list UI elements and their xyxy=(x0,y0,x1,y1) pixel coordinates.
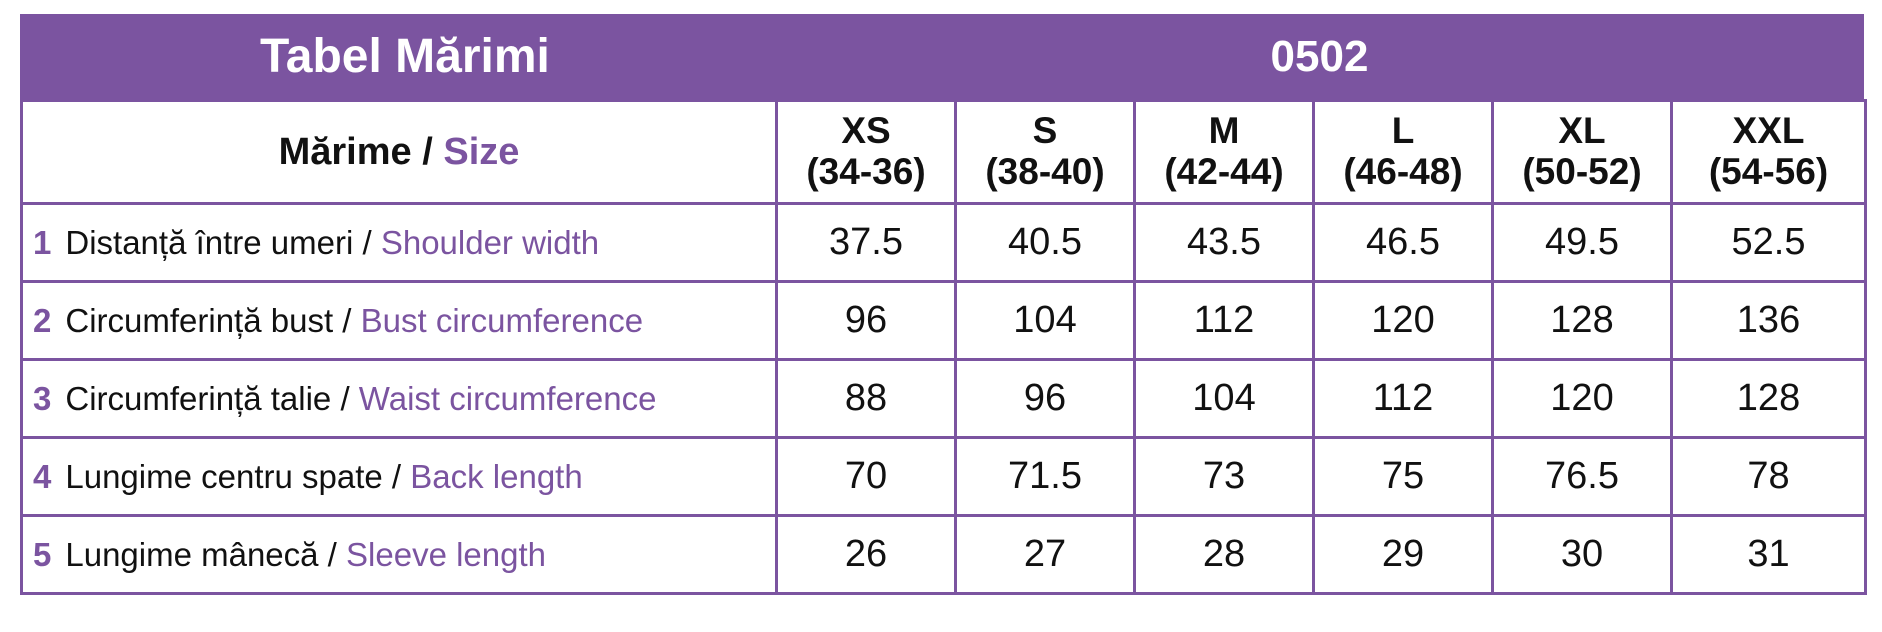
table-cell: 27 xyxy=(954,514,1136,595)
table-cell: 46.5 xyxy=(1312,202,1494,283)
size-label-cell: Mărime / Size xyxy=(20,99,778,205)
table-row: 2 Circumferință bust / Bust circumference… xyxy=(20,280,1867,361)
size-column-header: XXL (54-56) xyxy=(1670,99,1867,205)
size-name: XXL xyxy=(1732,110,1805,152)
table-cell: 104 xyxy=(1133,358,1315,439)
table-cell: 128 xyxy=(1670,358,1867,439)
table-row: 1 Distanță între umeri / Shoulder width 3… xyxy=(20,202,1867,283)
table-cell: 31 xyxy=(1670,514,1867,595)
row-label-ro: Lungime mânecă xyxy=(65,535,319,573)
table-cell: 78 xyxy=(1670,436,1867,517)
row-number: 5 xyxy=(33,535,52,573)
table-cell: 96 xyxy=(775,280,957,361)
size-header-row: Mărime / Size XS (34-36) S (38-40) M (42-44… xyxy=(20,99,1867,205)
table-cell: 26 xyxy=(775,514,957,595)
size-name: S xyxy=(1032,110,1058,152)
row-number: 3 xyxy=(33,379,52,417)
row-label-ro: Distanță între umeri xyxy=(65,223,354,261)
table-cell: 71.5 xyxy=(954,436,1136,517)
row-label: 4 Lungime centru spate / Back length xyxy=(20,436,778,517)
size-name: XL xyxy=(1558,110,1606,152)
size-column-header: L (46-48) xyxy=(1312,99,1494,205)
table-header-bar: Tabel Mărimi 0502 xyxy=(20,14,1864,99)
table-cell: 112 xyxy=(1312,358,1494,439)
size-range: (38-40) xyxy=(985,151,1105,192)
table-row: 4 Lungime centru spate / Back length 70 7… xyxy=(20,436,1867,517)
row-label-sep: / xyxy=(382,457,411,495)
table-cell: 30 xyxy=(1491,514,1673,595)
size-chart: Tabel Mărimi 0502 Mărime / Size XS (34-36… xyxy=(20,14,1867,595)
table-cell: 120 xyxy=(1312,280,1494,361)
size-column-header: XS (34-36) xyxy=(775,99,957,205)
table-cell: 29 xyxy=(1312,514,1494,595)
row-label-sep: / xyxy=(333,301,361,339)
size-range: (34-36) xyxy=(806,151,926,192)
table-cell: 75 xyxy=(1312,436,1494,517)
table-cell: 49.5 xyxy=(1491,202,1673,283)
size-name: L xyxy=(1391,110,1415,152)
table-cell: 37.5 xyxy=(775,202,957,283)
table-cell: 88 xyxy=(775,358,957,439)
table-cell: 96 xyxy=(954,358,1136,439)
size-range: (46-48) xyxy=(1343,151,1463,192)
table-cell: 28 xyxy=(1133,514,1315,595)
row-number: 4 xyxy=(33,457,52,495)
row-label-sep: / xyxy=(331,379,359,417)
row-label-en: Shoulder width xyxy=(380,223,600,261)
row-label-ro: Lungime centru spate xyxy=(65,457,383,495)
size-range: (42-44) xyxy=(1164,151,1284,192)
table-cell: 104 xyxy=(954,280,1136,361)
row-label-sep: / xyxy=(353,223,381,261)
size-label-ro: Mărime xyxy=(278,130,412,173)
row-number: 1 xyxy=(33,223,52,261)
table-cell: 40.5 xyxy=(954,202,1136,283)
table-cell: 120 xyxy=(1491,358,1673,439)
row-label: 1 Distanță între umeri / Shoulder width xyxy=(20,202,778,283)
size-label-en: Size xyxy=(443,130,520,173)
size-column-header: S (38-40) xyxy=(954,99,1136,205)
table-cell: 43.5 xyxy=(1133,202,1315,283)
table-cell: 136 xyxy=(1670,280,1867,361)
table-row: 3 Circumferință talie / Waist circumferen… xyxy=(20,358,1867,439)
size-name: M xyxy=(1208,110,1240,152)
table-title: Tabel Mărimi xyxy=(260,30,550,83)
row-label-sep: / xyxy=(318,535,347,573)
table-cell: 76.5 xyxy=(1491,436,1673,517)
table-cell: 52.5 xyxy=(1670,202,1867,283)
row-label-en: Sleeve length xyxy=(346,535,547,573)
row-number: 2 xyxy=(33,301,52,339)
size-table: Mărime / Size XS (34-36) S (38-40) M (42-44… xyxy=(20,99,1867,595)
size-column-header: XL (50-52) xyxy=(1491,99,1673,205)
row-label: 2 Circumferință bust / Bust circumference xyxy=(20,280,778,361)
size-label-sep: / xyxy=(411,130,444,173)
row-label: 5 Lungime mânecă / Sleeve length xyxy=(20,514,778,595)
row-label-en: Waist circumference xyxy=(358,379,657,417)
row-label-en: Bust circumference xyxy=(360,301,644,339)
table-row: 5 Lungime mânecă / Sleeve length 26 27 28… xyxy=(20,514,1867,595)
row-label: 3 Circumferință talie / Waist circumferen… xyxy=(20,358,778,439)
size-range: (50-52) xyxy=(1522,151,1642,192)
product-code: 0502 xyxy=(1270,32,1369,81)
size-range: (54-56) xyxy=(1708,151,1829,192)
table-cell: 70 xyxy=(775,436,957,517)
size-name: XS xyxy=(841,110,891,152)
table-cell: 73 xyxy=(1133,436,1315,517)
row-label-ro: Circumferință bust xyxy=(65,301,334,339)
size-column-header: M (42-44) xyxy=(1133,99,1315,205)
row-label-en: Back length xyxy=(410,457,583,495)
table-cell: 112 xyxy=(1133,280,1315,361)
table-cell: 128 xyxy=(1491,280,1673,361)
row-label-ro: Circumferință talie xyxy=(65,379,332,417)
